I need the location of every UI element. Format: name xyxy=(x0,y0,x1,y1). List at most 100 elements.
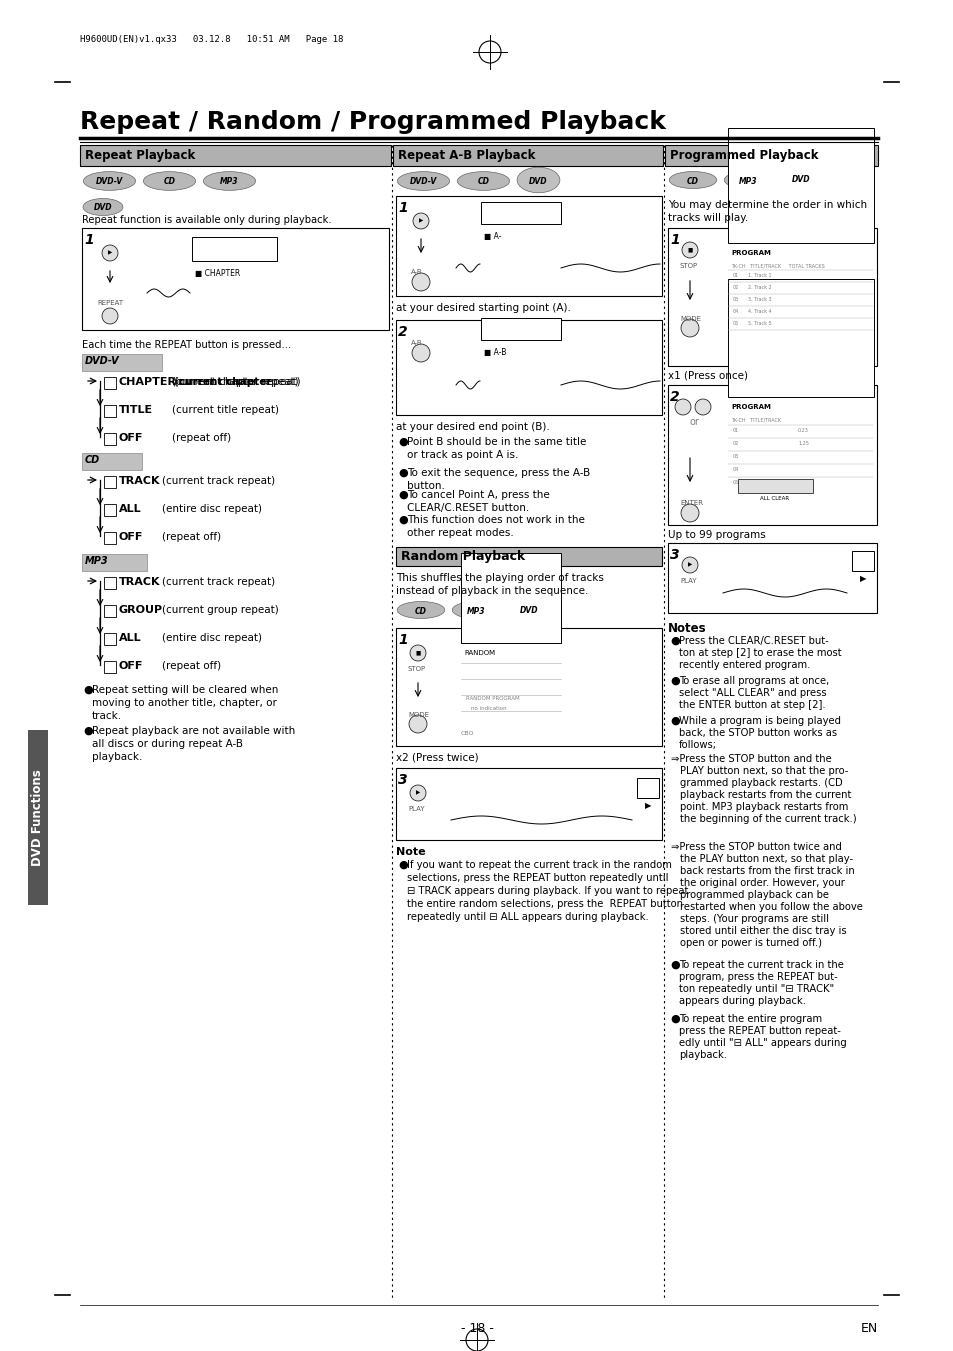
Text: While a program is being played: While a program is being played xyxy=(679,716,841,725)
Text: ●: ● xyxy=(397,515,407,526)
Circle shape xyxy=(681,242,698,258)
Text: To repeat the current track in the: To repeat the current track in the xyxy=(679,961,843,970)
Text: 3: 3 xyxy=(397,773,407,788)
Text: MODE: MODE xyxy=(408,712,429,717)
Text: ■ A-B: ■ A-B xyxy=(483,349,506,357)
Bar xyxy=(480,317,560,340)
Text: TITLE: TITLE xyxy=(119,405,153,415)
Ellipse shape xyxy=(397,172,449,190)
Text: 4. Track 4: 4. Track 4 xyxy=(747,309,771,313)
Text: Up to 99 programs: Up to 99 programs xyxy=(667,530,765,540)
Text: stored until either the disc tray is: stored until either the disc tray is xyxy=(679,925,845,936)
Bar xyxy=(395,320,661,415)
Text: ▶: ▶ xyxy=(687,562,691,567)
Text: DVD: DVD xyxy=(93,204,112,212)
Text: (repeat off): (repeat off) xyxy=(172,434,231,443)
Text: 1: 1 xyxy=(397,634,407,647)
Text: Press the CLEAR/C.RESET but-: Press the CLEAR/C.RESET but- xyxy=(679,636,828,646)
Text: PLAY: PLAY xyxy=(408,807,424,812)
Text: ▶: ▶ xyxy=(644,801,651,811)
Bar xyxy=(104,377,116,389)
Text: other repeat modes.: other repeat modes. xyxy=(407,528,514,538)
Bar xyxy=(104,434,116,444)
Text: (current track repeat): (current track repeat) xyxy=(162,476,274,486)
Text: Programmed Playback: Programmed Playback xyxy=(669,149,818,162)
Text: TRACK: TRACK xyxy=(119,577,160,586)
Text: ⇒Press the STOP button twice and: ⇒Press the STOP button twice and xyxy=(670,842,841,852)
Bar xyxy=(192,236,276,261)
Text: GROUP: GROUP xyxy=(119,605,163,615)
Ellipse shape xyxy=(452,601,499,619)
Text: DVD: DVD xyxy=(529,177,547,185)
Text: To cancel Point A, press the: To cancel Point A, press the xyxy=(407,490,549,500)
Text: A-B: A-B xyxy=(411,340,422,346)
Text: Repeat setting will be cleared when: Repeat setting will be cleared when xyxy=(91,685,278,694)
Circle shape xyxy=(102,308,118,324)
Bar xyxy=(104,661,116,673)
Text: CD: CD xyxy=(686,177,699,185)
Text: ●: ● xyxy=(83,685,92,694)
Text: PLAY: PLAY xyxy=(679,578,696,584)
Text: playback.: playback. xyxy=(679,1050,726,1061)
Text: ■: ■ xyxy=(687,247,692,253)
Bar xyxy=(80,145,391,166)
Text: OFF: OFF xyxy=(119,434,143,443)
Text: (current title repeat): (current title repeat) xyxy=(172,405,278,415)
Text: (current chapter repeat): (current chapter repeat) xyxy=(172,377,298,386)
Text: ●: ● xyxy=(397,861,407,870)
Ellipse shape xyxy=(509,598,548,621)
Ellipse shape xyxy=(396,601,444,619)
Text: or: or xyxy=(689,417,700,427)
Text: ⊟ TRACK appears during playback. If you want to repeat: ⊟ TRACK appears during playback. If you … xyxy=(407,886,688,896)
Text: ●: ● xyxy=(397,490,407,500)
Text: If you want to repeat the current track in the random: If you want to repeat the current track … xyxy=(407,861,671,870)
Text: To erase all programs at once,: To erase all programs at once, xyxy=(679,676,828,686)
Text: (: ( xyxy=(173,377,178,386)
Text: ●: ● xyxy=(83,725,92,736)
Text: moving to another title, chapter, or: moving to another title, chapter, or xyxy=(91,698,276,708)
Bar xyxy=(104,577,116,589)
Text: 1.25: 1.25 xyxy=(797,440,808,446)
Text: Repeat Playback: Repeat Playback xyxy=(85,149,195,162)
Text: ●: ● xyxy=(669,636,679,646)
Text: ●: ● xyxy=(669,1015,679,1024)
Text: ⇒Press the STOP button and the: ⇒Press the STOP button and the xyxy=(670,754,831,765)
Circle shape xyxy=(410,644,426,661)
Text: H9600UD(EN)v1.qx33   03.12.8   10:51 AM   Page 18: H9600UD(EN)v1.qx33 03.12.8 10:51 AM Page… xyxy=(80,35,343,45)
Text: CLEAR/C.RESET button.: CLEAR/C.RESET button. xyxy=(407,503,529,513)
Text: (entire disc repeat): (entire disc repeat) xyxy=(162,504,262,513)
Text: ▶: ▶ xyxy=(859,574,865,584)
Text: recently entered program.: recently entered program. xyxy=(679,661,809,670)
Text: open or power is turned off.): open or power is turned off.) xyxy=(679,938,821,948)
Bar xyxy=(727,280,873,397)
Circle shape xyxy=(695,399,710,415)
Ellipse shape xyxy=(83,172,135,190)
Bar xyxy=(480,203,560,224)
Text: MP3: MP3 xyxy=(85,557,109,566)
Text: ●: ● xyxy=(669,676,679,686)
Bar xyxy=(667,385,876,526)
Text: playback.: playback. xyxy=(91,753,142,762)
Text: 1. Track 1: 1. Track 1 xyxy=(747,273,771,278)
Bar xyxy=(82,354,162,372)
Text: Each time the REPEAT button is pressed...: Each time the REPEAT button is pressed..… xyxy=(82,340,291,350)
Text: the original order. However, your: the original order. However, your xyxy=(679,878,844,888)
Circle shape xyxy=(412,345,430,362)
Text: 1: 1 xyxy=(669,232,679,247)
Text: PROGRAM: PROGRAM xyxy=(730,404,770,409)
Text: TK-CH   TITLE/TRACK     TOTAL TRACKS: TK-CH TITLE/TRACK TOTAL TRACKS xyxy=(730,263,824,267)
Text: CD: CD xyxy=(163,177,175,186)
Bar xyxy=(104,405,116,417)
Text: ▶: ▶ xyxy=(416,790,419,796)
Text: ■: ■ xyxy=(415,650,420,655)
Circle shape xyxy=(675,399,690,415)
Text: STOP: STOP xyxy=(408,666,426,671)
Text: x1 (Press once): x1 (Press once) xyxy=(667,372,747,381)
Text: select "ALL CLEAR" and press: select "ALL CLEAR" and press xyxy=(679,688,825,698)
Text: OFF: OFF xyxy=(119,661,143,671)
Text: appears during playback.: appears during playback. xyxy=(679,996,805,1006)
Text: Repeat playback are not available with: Repeat playback are not available with xyxy=(91,725,294,736)
Bar xyxy=(637,778,659,798)
Circle shape xyxy=(102,245,118,261)
Text: STOP: STOP xyxy=(679,263,698,269)
